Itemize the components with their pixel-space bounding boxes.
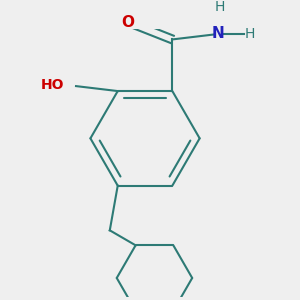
- Text: N: N: [212, 26, 224, 41]
- Text: H: H: [215, 0, 225, 14]
- Text: O: O: [121, 15, 134, 30]
- Text: H: H: [244, 28, 255, 41]
- Text: HO: HO: [40, 78, 64, 92]
